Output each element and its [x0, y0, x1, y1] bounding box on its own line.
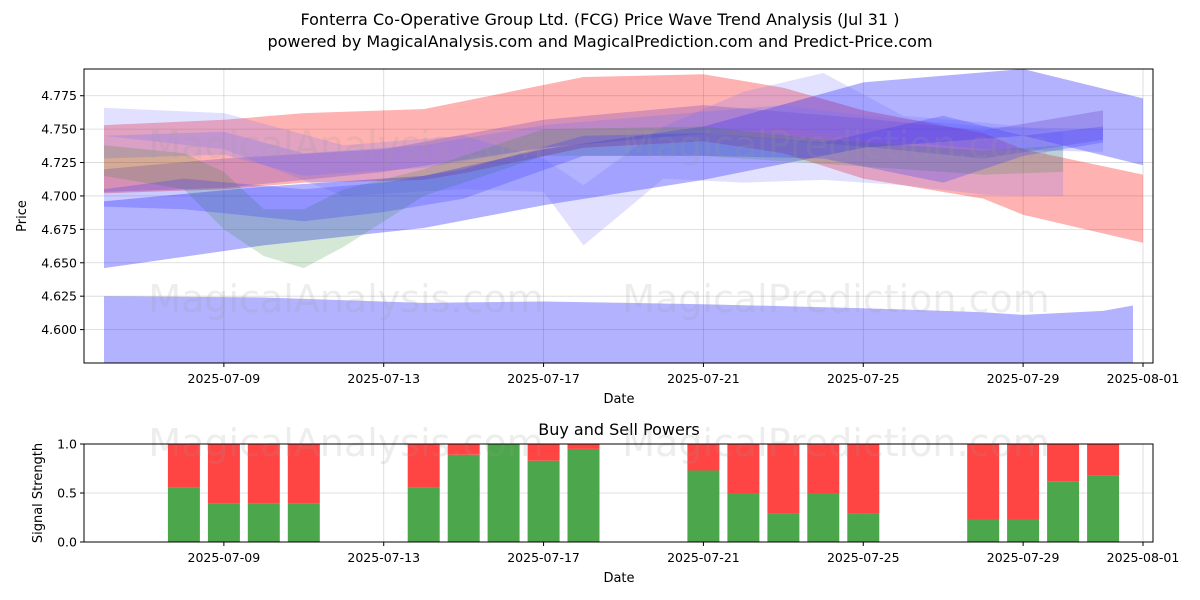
sell-bar	[1007, 444, 1040, 520]
bar-x-tick-label: 2025-07-13	[347, 550, 420, 565]
buy-bar	[1087, 475, 1120, 542]
sell-bar	[447, 444, 480, 455]
y-axis-label: Price	[15, 200, 30, 232]
price-band-3: wide blue band	[104, 69, 1143, 269]
buy-bar	[807, 493, 840, 542]
price-band-2: bottom blue band	[104, 296, 1133, 363]
buy-bar	[207, 503, 240, 542]
price-grid	[84, 69, 1153, 363]
buy-bar	[847, 513, 880, 542]
buy-bar	[487, 444, 520, 542]
x-tick-label: 2025-07-09	[188, 371, 261, 386]
bar-x-tick-label: 2025-07-21	[667, 550, 740, 565]
y-tick-label: 4.725	[41, 155, 77, 170]
signal-watermarks: MagicalAnalysis.com MagicalPrediction.com	[148, 421, 1049, 465]
bar-watermark-text: MagicalPrediction.com	[622, 421, 1050, 465]
sell-bar	[847, 444, 880, 514]
buy-bar	[447, 454, 480, 542]
price-band-1: red band	[104, 74, 1143, 243]
sell-bar	[1087, 444, 1120, 476]
price-watermarks: MagicalAnalysis.com MagicalPrediction.com…	[148, 123, 1049, 321]
y-tick-label: 4.650	[41, 255, 77, 270]
sell-bar	[407, 444, 440, 488]
y-tick-label: 4.700	[41, 188, 77, 203]
buy-bar	[967, 519, 1000, 542]
sell-bar	[527, 444, 560, 461]
sell-bar	[567, 444, 600, 449]
price-plot-frame	[83, 68, 1154, 364]
price-ticks: 2025-07-09 2025-07-13 2025-07-17 2025-07-21…	[41, 88, 1179, 386]
y-tick-label: 4.600	[41, 322, 77, 337]
price-band-4: purple band	[104, 105, 1103, 192]
price-bands: red band bottom blue band wide blue bandpu…	[104, 69, 1143, 363]
sell-bar	[167, 444, 200, 488]
bar-x-tick-label: 2025-07-17	[507, 550, 580, 565]
buy-bar	[407, 487, 440, 542]
x-tick-label: 2025-07-29	[987, 371, 1060, 386]
sell-bar	[687, 444, 720, 471]
x-tick-label: 2025-07-21	[667, 371, 740, 386]
signal-ticks: 2025-07-09 2025-07-13 2025-07-17 2025-07-21…	[57, 437, 1179, 566]
bar-x-tick-label: 2025-07-25	[827, 550, 900, 565]
bar-x-tick-label: 2025-08-01	[1107, 550, 1180, 565]
buy-bar	[727, 493, 760, 542]
y-tick-label: 4.750	[41, 122, 77, 137]
price-band-6: light blue band 2	[104, 73, 1064, 246]
buy-bar	[167, 487, 200, 542]
x-tick-label: 2025-07-25	[827, 371, 900, 386]
sell-bar	[287, 444, 320, 504]
bar-chart-title: Buy and Sell Powers	[538, 420, 700, 439]
bar-x-tick-label: 2025-07-09	[188, 550, 261, 565]
watermark-text: MagicalPrediction.com	[622, 123, 1050, 167]
sell-bar	[727, 444, 760, 493]
buy-bar	[247, 503, 280, 542]
x-tick-label: 2025-08-01	[1107, 371, 1180, 386]
y-tick-label: 4.675	[41, 222, 77, 237]
bar-y-tick-label: 0.0	[57, 535, 77, 550]
buy-bar	[687, 470, 720, 542]
x-axis-label: Date	[603, 392, 634, 407]
watermark-text: MagicalPrediction.com	[622, 277, 1050, 321]
chart-title: Fonterra Co-Operative Group Ltd. (FCG) P…	[301, 10, 900, 29]
buy-bar	[1007, 519, 1040, 542]
x-tick-label: 2025-07-17	[507, 371, 580, 386]
price-band-5: light blue band 1	[104, 105, 1103, 176]
bar-y-axis-label: Signal Strength	[31, 443, 46, 543]
buy-bar	[527, 460, 560, 542]
price-band-8: blue band 2	[104, 115, 1103, 222]
sell-bar	[807, 444, 840, 493]
watermark-text: MagicalAnalysis.com	[148, 277, 543, 321]
buy-bar	[567, 448, 600, 542]
watermark-text: MagicalAnalysis.com	[148, 123, 543, 167]
sell-bar	[207, 444, 240, 504]
price-band-7: green band	[104, 126, 1064, 269]
sell-bar	[967, 444, 1000, 520]
price-plot: red band bottom blue band wide blue bandpu…	[41, 68, 1179, 386]
bar-x-tick-label: 2025-07-29	[987, 550, 1060, 565]
buy-bar	[287, 503, 320, 542]
y-tick-label: 4.625	[41, 289, 77, 304]
bar-y-tick-label: 1.0	[57, 437, 77, 452]
buy-bar	[1047, 481, 1080, 542]
sell-bar	[767, 444, 800, 514]
sell-bar	[247, 444, 280, 504]
bar-watermark-text: MagicalAnalysis.com	[148, 421, 543, 465]
buy-bar	[767, 513, 800, 542]
signal-bars	[167, 444, 1120, 542]
sell-bar	[1047, 444, 1080, 482]
signal-plot: MagicalAnalysis.com MagicalPrediction.com…	[57, 421, 1179, 565]
chart-subtitle: powered by MagicalAnalysis.com and Magic…	[267, 32, 932, 51]
bar-x-axis-label: Date	[603, 571, 634, 586]
x-tick-label: 2025-07-13	[347, 371, 420, 386]
bar-y-tick-label: 0.5	[57, 486, 77, 501]
y-tick-label: 4.775	[41, 88, 77, 103]
